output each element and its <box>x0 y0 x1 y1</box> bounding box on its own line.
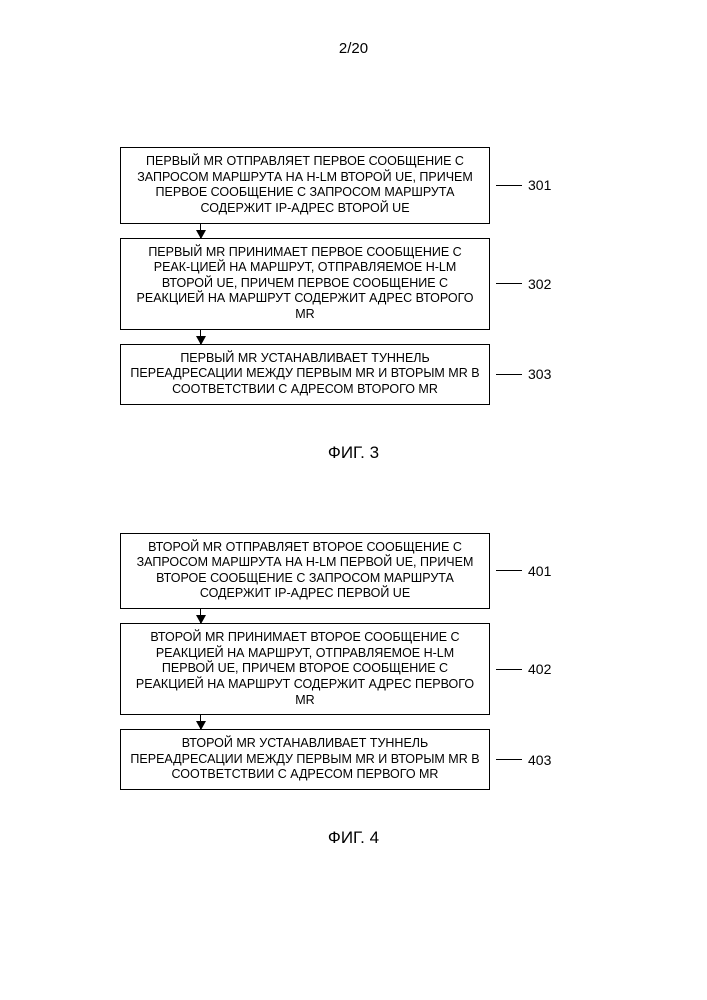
figure-caption-3: ФИГ. 3 <box>0 443 707 463</box>
step-label-wrap: 402 <box>496 661 551 677</box>
page-number: 2/20 <box>0 40 707 57</box>
step-label-wrap: 303 <box>496 366 551 382</box>
step-number: 301 <box>528 177 551 193</box>
flowchart-fig4: ВТОРОЙ MR ОТПРАВЛЯЕТ ВТОРОЕ СООБЩЕНИЕ С … <box>120 533 580 791</box>
step-label-wrap: 302 <box>496 276 551 292</box>
step-row: ПЕРВЫЙ MR ПРИНИМАЕТ ПЕРВОЕ СООБЩЕНИЕ С Р… <box>120 238 580 330</box>
leader-line <box>496 570 522 571</box>
step-box-402: ВТОРОЙ MR ПРИНИМАЕТ ВТОРОЕ СООБЩЕНИЕ С Р… <box>120 623 490 715</box>
step-row: ПЕРВЫЙ MR УСТАНАВЛИВАЕТ ТУННЕЛЬ ПЕРЕАДРЕ… <box>120 344 580 405</box>
step-box-403: ВТОРОЙ MR УСТАНАВЛИВАЕТ ТУННЕЛЬ ПЕРЕАДРЕ… <box>120 729 490 790</box>
step-number: 302 <box>528 276 551 292</box>
leader-line <box>496 185 522 186</box>
step-box-302: ПЕРВЫЙ MR ПРИНИМАЕТ ПЕРВОЕ СООБЩЕНИЕ С Р… <box>120 238 490 330</box>
flowchart-fig3: ПЕРВЫЙ MR ОТПРАВЛЯЕТ ПЕРВОЕ СООБЩЕНИЕ С … <box>120 147 580 405</box>
step-label-wrap: 301 <box>496 177 551 193</box>
step-row: ВТОРОЙ MR ОТПРАВЛЯЕТ ВТОРОЕ СООБЩЕНИЕ С … <box>120 533 580 610</box>
step-box-303: ПЕРВЫЙ MR УСТАНАВЛИВАЕТ ТУННЕЛЬ ПЕРЕАДРЕ… <box>120 344 490 405</box>
figure-caption-4: ФИГ. 4 <box>0 828 707 848</box>
step-row: ВТОРОЙ MR УСТАНАВЛИВАЕТ ТУННЕЛЬ ПЕРЕАДРЕ… <box>120 729 580 790</box>
page: 2/20 ПЕРВЫЙ MR ОТПРАВЛЯЕТ ПЕРВОЕ СООБЩЕН… <box>0 0 707 1000</box>
step-label-wrap: 403 <box>496 752 551 768</box>
step-number: 403 <box>528 752 551 768</box>
step-number: 402 <box>528 661 551 677</box>
leader-line <box>496 759 522 760</box>
step-box-401: ВТОРОЙ MR ОТПРАВЛЯЕТ ВТОРОЕ СООБЩЕНИЕ С … <box>120 533 490 610</box>
step-row: ПЕРВЫЙ MR ОТПРАВЛЯЕТ ПЕРВОЕ СООБЩЕНИЕ С … <box>120 147 580 224</box>
step-box-301: ПЕРВЫЙ MR ОТПРАВЛЯЕТ ПЕРВОЕ СООБЩЕНИЕ С … <box>120 147 490 224</box>
leader-line <box>496 374 522 375</box>
step-row: ВТОРОЙ MR ПРИНИМАЕТ ВТОРОЕ СООБЩЕНИЕ С Р… <box>120 623 580 715</box>
step-number: 303 <box>528 366 551 382</box>
leader-line <box>496 283 522 284</box>
leader-line <box>496 669 522 670</box>
step-number: 401 <box>528 563 551 579</box>
step-label-wrap: 401 <box>496 563 551 579</box>
